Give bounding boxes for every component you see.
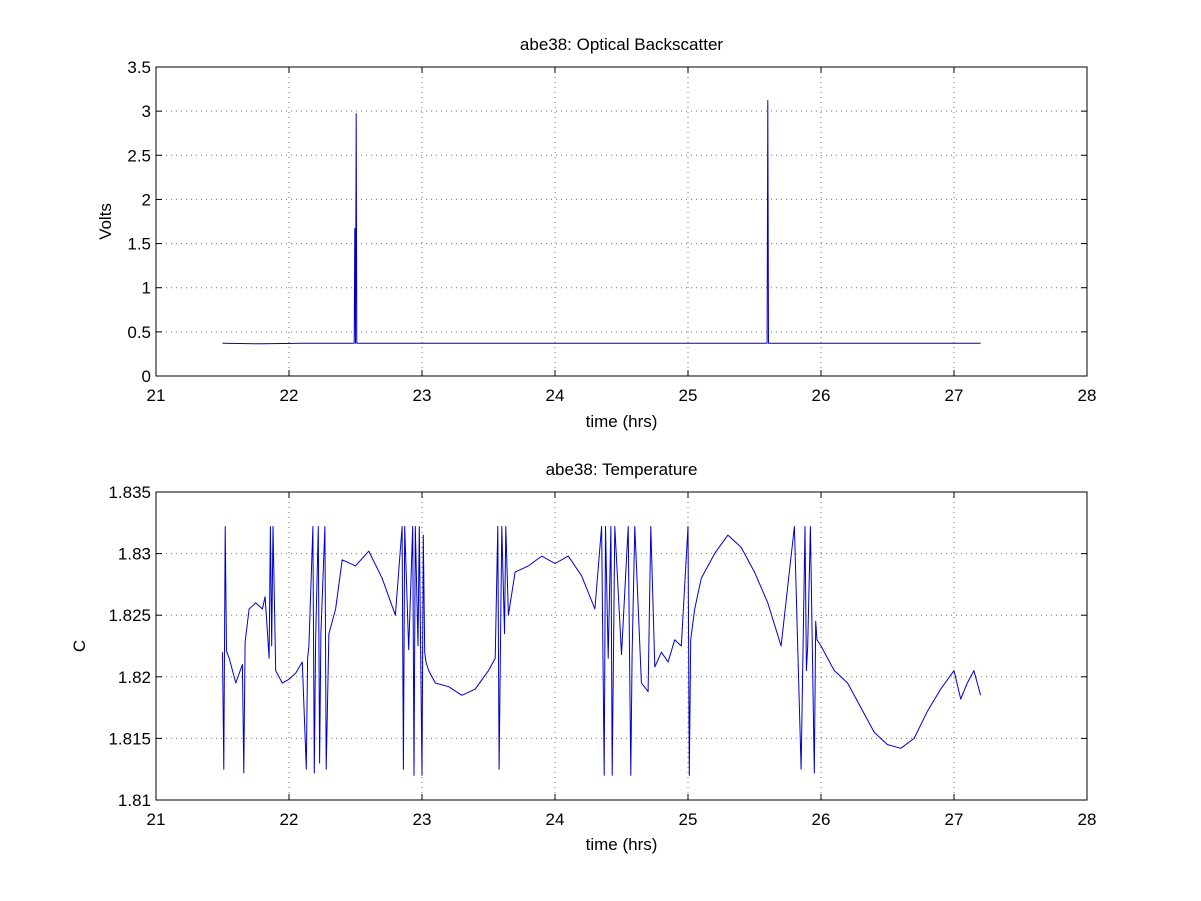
backscatter-chart: 21 22 23 24 25 26 27 28 0 0.5 1 1.5 2 2.5 3 3.5 abe38: … [96, 35, 1096, 431]
temperature-ytick-label: 1.825 [108, 606, 151, 625]
temperature-xtick-label: 27 [945, 810, 964, 829]
backscatter-xtick-label: 26 [812, 386, 831, 405]
temperature-xtick-label: 22 [280, 810, 299, 829]
backscatter-ticks: 21 22 23 24 25 26 27 28 0 0.5 1 1.5 2 2.5 3 3.5 [127, 58, 1096, 405]
temperature-grid [156, 492, 1087, 800]
temperature-xtick-label: 23 [413, 810, 432, 829]
temperature-ytick-label: 1.83 [118, 545, 151, 564]
backscatter-ytick-label: 3.5 [127, 58, 151, 77]
backscatter-ytick-label: 3 [142, 102, 151, 121]
backscatter-grid [156, 67, 1087, 376]
temperature-xtick-label: 28 [1078, 810, 1097, 829]
temperature-series-line [222, 526, 982, 776]
backscatter-xtick-label: 22 [280, 386, 299, 405]
temperature-series-group [222, 526, 982, 776]
backscatter-ytick-label: 2 [142, 190, 151, 209]
temperature-xlabel: time (hrs) [586, 835, 658, 854]
temperature-ytick-label: 1.815 [108, 729, 151, 748]
temperature-ylabel: C [70, 640, 89, 652]
temperature-title: abe38: Temperature [546, 460, 698, 479]
backscatter-series-line [222, 100, 981, 345]
backscatter-xtick-label: 23 [413, 386, 432, 405]
backscatter-xtick-label: 24 [546, 386, 565, 405]
backscatter-ytick-label: 1.5 [127, 235, 151, 254]
temperature-ytick-label: 1.81 [118, 791, 151, 810]
temperature-plot-border [155, 491, 1088, 801]
temperature-ytick-label: 1.82 [118, 668, 151, 687]
temperature-chart: 21 22 23 24 25 26 27 28 1.81 1.815 1.82 1.825 1.83 1.… [70, 460, 1096, 854]
backscatter-xtick-label: 21 [147, 386, 166, 405]
backscatter-xtick-label: 25 [679, 386, 698, 405]
backscatter-series-group [222, 100, 981, 345]
backscatter-ytick-label: 2.5 [127, 146, 151, 165]
backscatter-xlabel: time (hrs) [586, 412, 658, 431]
backscatter-xtick-label: 27 [945, 386, 964, 405]
backscatter-title: abe38: Optical Backscatter [520, 35, 724, 54]
temperature-ytick-label: 1.835 [108, 483, 151, 502]
backscatter-ytick-label: 1 [142, 279, 151, 298]
backscatter-ylabel: Volts [96, 203, 115, 240]
temperature-ticks: 21 22 23 24 25 26 27 28 1.81 1.815 1.82 1.825 1.83 1.… [108, 483, 1096, 829]
backscatter-plot-area [155, 66, 1088, 377]
temperature-xtick-label: 21 [147, 810, 166, 829]
backscatter-ytick-label: 0.5 [127, 323, 151, 342]
backscatter-ytick-label: 0 [142, 367, 151, 386]
temperature-xtick-label: 25 [679, 810, 698, 829]
backscatter-xtick-label: 28 [1078, 386, 1097, 405]
temperature-xtick-label: 24 [546, 810, 565, 829]
temperature-xtick-label: 26 [812, 810, 831, 829]
backscatter-plot-border [155, 66, 1088, 377]
